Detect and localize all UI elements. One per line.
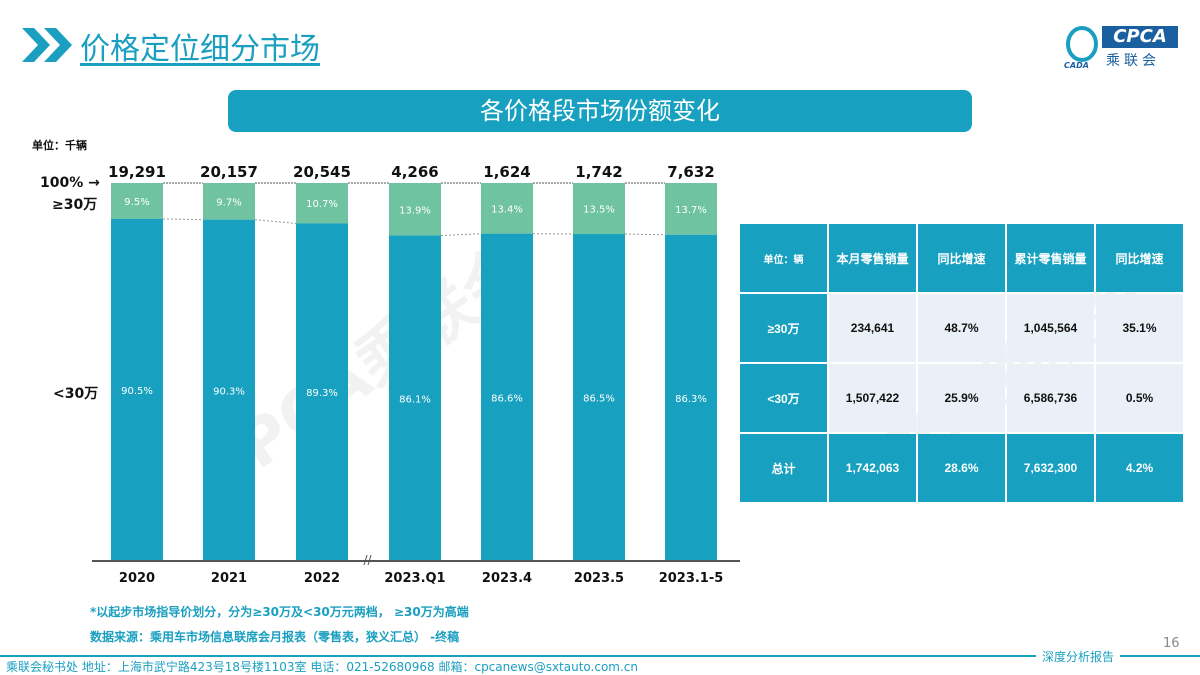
table-cell: 35.1% — [1096, 294, 1183, 362]
x-tick-label: 2020 — [119, 571, 155, 586]
section-banner: 各价格段市场份额变化 — [228, 90, 972, 132]
data-label-high: 13.5% — [583, 205, 615, 216]
data-label-high: 13.7% — [675, 205, 707, 216]
bar-segment-low — [573, 234, 625, 561]
data-label-high: 9.5% — [124, 197, 149, 208]
total-label: 1,742 — [575, 163, 622, 181]
total-label: 19,291 — [108, 163, 166, 181]
header-cell: 累计零售销量 — [1007, 224, 1094, 292]
table-cell: 6,586,736 — [1007, 364, 1094, 432]
series-label-high: ≥30万 — [52, 197, 98, 213]
logo-text: CPCA — [1102, 26, 1178, 48]
x-tick-label: 2023.5 — [574, 571, 624, 586]
page-title: 价格定位细分市场 — [80, 32, 320, 67]
data-label-low: 90.3% — [213, 386, 245, 397]
header-cell: 本月零售销量 — [829, 224, 916, 292]
connector-line — [440, 233, 482, 237]
page-number: 16 — [1163, 636, 1180, 651]
table-cell: 234,641 — [829, 294, 916, 362]
x-tick-label: 2021 — [211, 571, 247, 586]
data-label-low: 89.3% — [306, 388, 338, 399]
connector-line — [162, 218, 204, 221]
header-cell: 单位：辆 — [740, 224, 827, 292]
header-cell: 同比增速 — [1096, 224, 1183, 292]
chart-unit: 单位：千辆 — [32, 139, 87, 152]
data-label-high: 13.9% — [399, 205, 431, 216]
table-cell: 0.5% — [1096, 364, 1183, 432]
row-label: <30万 — [740, 364, 827, 432]
connector-line — [624, 233, 666, 236]
table-cell: 7,632,300 — [1007, 434, 1094, 502]
bar-segment-high — [573, 183, 625, 235]
data-label-low: 86.5% — [583, 394, 615, 405]
footer-divider — [0, 655, 1200, 657]
x-tick-label: 2023.1-5 — [659, 571, 724, 586]
sales-table: 单位：辆 本月零售销量 同比增速 累计零售销量 同比增速 ≥30万 234,64… — [738, 222, 1185, 504]
bar-segment-high — [665, 183, 717, 235]
total-label: 1,624 — [483, 163, 530, 181]
footer-contact: 乘联会秘书处 地址：上海市武宁路423号18号楼1103室 电话：021-526… — [6, 660, 639, 674]
data-label-low: 86.1% — [399, 394, 431, 405]
bar-segment-low — [481, 233, 533, 561]
table-row: <30万 1,507,422 25.9% 6,586,736 0.5% — [740, 364, 1183, 432]
axis-break-mark — [367, 554, 372, 566]
bar-segment-low — [111, 218, 163, 561]
total-label: 20,545 — [293, 163, 351, 181]
bar-segment-high — [296, 183, 348, 224]
total-label: 4,266 — [391, 163, 438, 181]
data-source: 数据来源：乘用车市场信息联席会月报表（零售表，狭义汇总） -终稿 — [90, 630, 460, 644]
table-cell: 1,507,422 — [829, 364, 916, 432]
table-cell: 48.7% — [918, 294, 1005, 362]
bar-segment-low — [389, 235, 441, 561]
bar-segment-high — [203, 183, 255, 220]
logo-sub: 乘联会 — [1106, 53, 1160, 69]
data-label-low: 86.3% — [675, 394, 707, 405]
bar-segment-high — [111, 183, 163, 219]
top-100-label: 100% → — [40, 175, 100, 191]
data-label-low: 86.6% — [491, 393, 523, 404]
bar-segment-high — [389, 183, 441, 236]
x-tick-label: 2022 — [304, 571, 340, 586]
report-label: 深度分析报告 — [1036, 648, 1121, 665]
table-row: ≥30万 234,641 48.7% 1,045,564 35.1% — [740, 294, 1183, 362]
table-cell: 4.2% — [1096, 434, 1183, 502]
svg-text:CADA: CADA — [1064, 61, 1089, 70]
stacked-bar-chart: 9.5% 90.5% 19,291 2020 9.7% 90.3% 20,157 2021 10… — [92, 163, 740, 586]
footnote: *以起步市场指导价划分，分为≥30万及<30万元两档， ≥30万为高端 — [90, 605, 469, 619]
bar-segment-low — [665, 234, 717, 561]
table-cell: 28.6% — [918, 434, 1005, 502]
data-label-low: 90.5% — [121, 386, 153, 397]
table-cell: 1,742,063 — [829, 434, 916, 502]
logo-emblem-icon: CADA — [1064, 26, 1098, 70]
data-label-high: 9.7% — [216, 197, 241, 208]
cpca-logo: CADA CPCA 乘联会 — [1062, 22, 1182, 72]
total-label: 7,632 — [667, 163, 714, 181]
table-cell: 25.9% — [918, 364, 1005, 432]
bar-segment-high — [481, 183, 533, 234]
table-header-row: 单位：辆 本月零售销量 同比增速 累计零售销量 同比增速 — [740, 224, 1183, 292]
header-cell: 同比增速 — [918, 224, 1005, 292]
row-label: ≥30万 — [740, 294, 827, 362]
x-tick-label: 2023.Q1 — [384, 571, 445, 586]
series-label-low: <30万 — [53, 386, 99, 402]
axis-break-mark — [363, 554, 368, 566]
table-cell: 1,045,564 — [1007, 294, 1094, 362]
row-label: 总计 — [740, 434, 827, 502]
bar-segment-low — [203, 219, 255, 561]
bar-segment-low — [296, 223, 348, 562]
data-label-high: 13.4% — [491, 204, 523, 215]
double-chevron-icon — [22, 28, 72, 62]
data-label-high: 10.7% — [306, 199, 338, 210]
table-total-row: 总计 1,742,063 28.6% 7,632,300 4.2% — [740, 434, 1183, 502]
connector-line — [254, 219, 297, 224]
x-tick-label: 2023.4 — [482, 571, 532, 586]
total-label: 20,157 — [200, 163, 258, 181]
